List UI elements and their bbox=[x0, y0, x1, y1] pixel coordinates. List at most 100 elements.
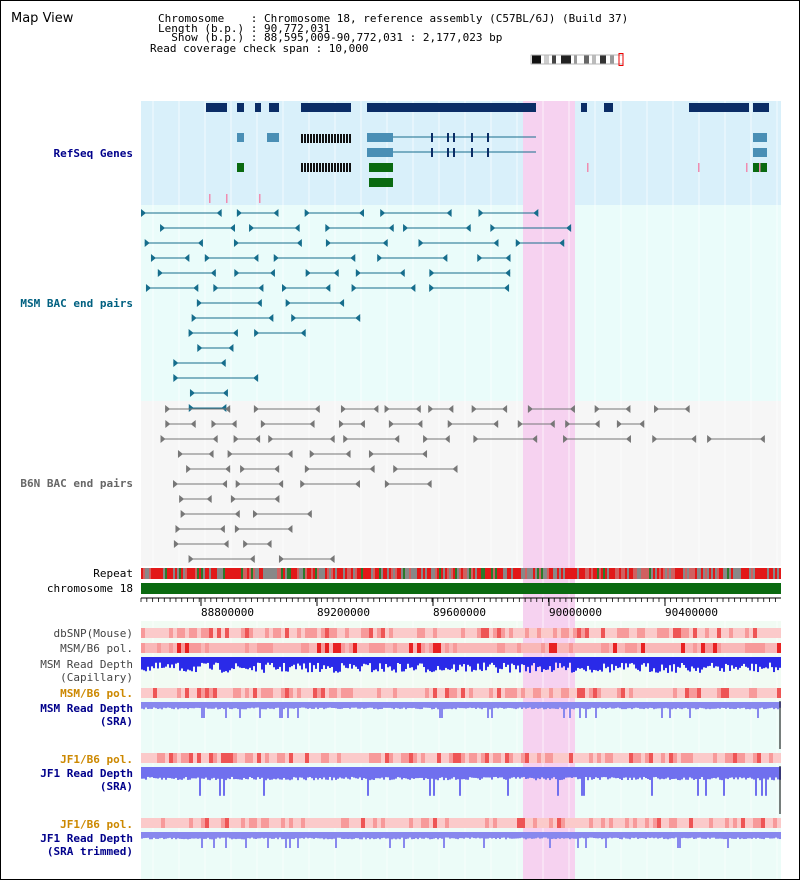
depth-bar bbox=[309, 657, 311, 663]
depth-bar bbox=[161, 767, 163, 780]
depth-bar bbox=[759, 702, 761, 709]
dbsnp-label[interactable]: dbSNP(Mouse) bbox=[53, 627, 133, 640]
heat-cell bbox=[173, 688, 177, 698]
heat-cell bbox=[273, 628, 277, 638]
depth-bar bbox=[467, 657, 469, 665]
depth-bar bbox=[697, 767, 699, 796]
repeat-mark bbox=[399, 568, 401, 579]
heat-cell bbox=[617, 818, 621, 828]
depth-bar bbox=[545, 657, 547, 670]
depth-bar bbox=[461, 702, 463, 709]
heat-cell bbox=[501, 643, 505, 653]
refseq-genes-label[interactable]: RefSeq Genes bbox=[53, 147, 133, 160]
depth-bar bbox=[145, 767, 147, 780]
msm-b6-pol2-label[interactable]: MSM/B6 pol. bbox=[60, 687, 133, 700]
heat-cell bbox=[233, 628, 237, 638]
heat-cell bbox=[585, 753, 589, 763]
gene-block bbox=[237, 103, 244, 112]
repeat-mark bbox=[191, 568, 193, 579]
depth-bar bbox=[183, 702, 185, 709]
depth-bar bbox=[299, 702, 301, 708]
bac-end bbox=[504, 284, 510, 292]
depth-bar bbox=[737, 702, 739, 708]
repeat-mark bbox=[311, 568, 313, 579]
heat-cell bbox=[241, 688, 245, 698]
depth-bar bbox=[749, 702, 751, 710]
heat-cell bbox=[665, 818, 669, 828]
heat-cell bbox=[433, 688, 437, 698]
depth-bar bbox=[705, 702, 707, 710]
depth-bar bbox=[167, 767, 169, 778]
heat-cell bbox=[457, 753, 461, 763]
depth-bar bbox=[521, 702, 523, 710]
depth-bar bbox=[707, 832, 709, 838]
heat-cell bbox=[429, 643, 433, 653]
msm-bac-label[interactable]: MSM BAC end pairs bbox=[20, 297, 133, 310]
jf1-depth-trim-label[interactable]: JF1 Read Depth bbox=[40, 832, 133, 845]
depth-bar bbox=[683, 702, 685, 709]
depth-bar bbox=[485, 767, 487, 778]
jf1-pol2-label[interactable]: JF1/B6 pol. bbox=[60, 818, 133, 831]
repeat-mark bbox=[185, 568, 187, 579]
heat-cell bbox=[205, 688, 209, 698]
depth-bar bbox=[271, 832, 273, 839]
depth-bar bbox=[179, 657, 181, 671]
depth-bar bbox=[335, 657, 337, 672]
depth-bar bbox=[503, 832, 505, 838]
repeat-mark bbox=[777, 568, 779, 579]
repeat-mark bbox=[195, 568, 197, 579]
bac-end bbox=[253, 405, 259, 413]
depth-bar bbox=[379, 702, 381, 709]
heat-cell bbox=[185, 643, 189, 653]
heat-cell bbox=[301, 628, 305, 638]
axis-tick-label: 89600000 bbox=[433, 606, 486, 619]
heat-cell bbox=[541, 818, 545, 828]
heat-cell bbox=[529, 628, 533, 638]
b6n-bac-label[interactable]: B6N BAC end pairs bbox=[20, 477, 133, 490]
repeat-mark bbox=[635, 568, 637, 579]
depth-bar bbox=[355, 767, 357, 779]
jf1-pol-label[interactable]: JF1/B6 pol. bbox=[60, 753, 133, 766]
bac-end bbox=[428, 405, 434, 413]
heat-cell bbox=[561, 688, 565, 698]
msm-b6-pol-label[interactable]: MSM/B6 pol. bbox=[60, 642, 133, 655]
depth-bar bbox=[361, 702, 363, 708]
heat-cell bbox=[521, 688, 525, 698]
repeat-mark bbox=[561, 568, 563, 579]
msm-depth-capillary-label[interactable]: MSM Read Depth bbox=[40, 658, 133, 671]
depth-bar bbox=[741, 767, 743, 779]
heat-cell bbox=[325, 818, 329, 828]
heat-cell bbox=[429, 818, 433, 828]
repeat-mark bbox=[265, 568, 267, 579]
heat-cell bbox=[653, 688, 657, 698]
heat-cell bbox=[653, 753, 657, 763]
depth-bar bbox=[469, 702, 471, 708]
depth-bar bbox=[653, 702, 655, 710]
depth-bar bbox=[731, 832, 733, 839]
heat-cell bbox=[665, 628, 669, 638]
heat-cell bbox=[697, 753, 701, 763]
heat-cell bbox=[477, 688, 481, 698]
chromosome-ideogram[interactable] bbox=[530, 53, 626, 67]
depth-bar bbox=[333, 767, 335, 778]
depth-bar bbox=[507, 767, 509, 796]
depth-bar bbox=[475, 702, 477, 709]
depth-bar bbox=[503, 657, 505, 663]
depth-bar bbox=[625, 702, 627, 710]
bac-end bbox=[426, 480, 432, 488]
jf1-depth-label[interactable]: JF1 Read Depth bbox=[40, 767, 133, 780]
depth-bar bbox=[271, 767, 273, 780]
heat-cell bbox=[149, 628, 153, 638]
heat-cell bbox=[241, 628, 245, 638]
depth-bar bbox=[529, 702, 531, 708]
heat-cell bbox=[153, 818, 157, 828]
depth-bar bbox=[549, 702, 551, 709]
msm-depth-sra-label[interactable]: MSM Read Depth bbox=[40, 702, 133, 715]
heat-cell bbox=[533, 818, 537, 828]
repeat-label[interactable]: Repeat bbox=[93, 567, 133, 580]
depth-bar bbox=[409, 767, 411, 780]
depth-bar bbox=[231, 657, 233, 669]
heat-cell bbox=[421, 688, 425, 698]
heat-cell bbox=[337, 643, 341, 653]
depth-bar bbox=[179, 702, 181, 709]
